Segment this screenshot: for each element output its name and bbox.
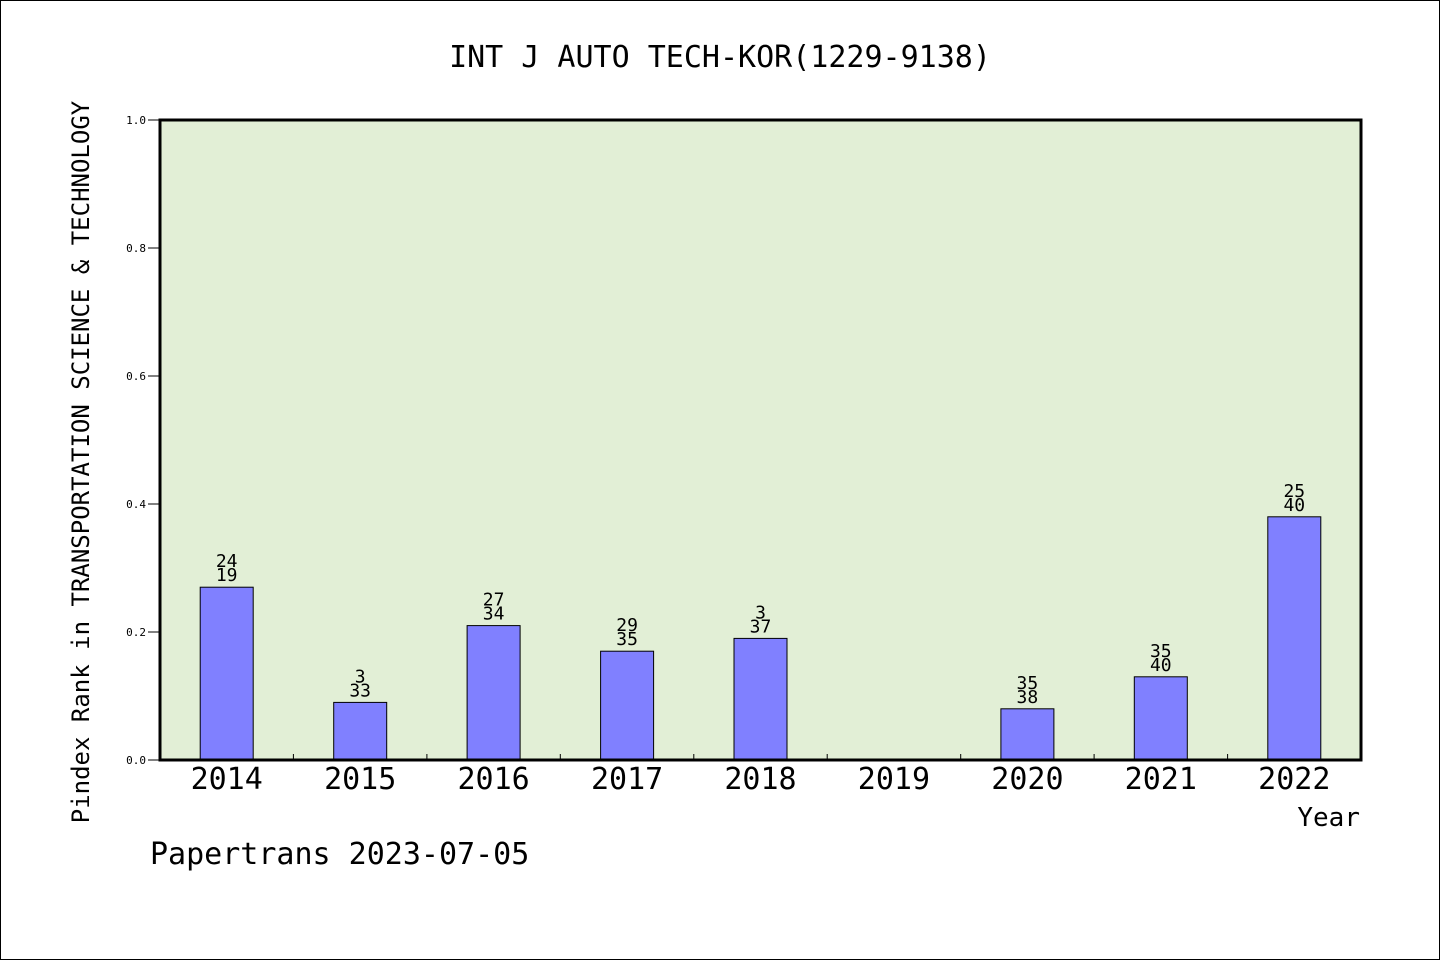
data-label-bottom-2020: 38 (1017, 687, 1039, 708)
y-tick-label-0.8: 0.8 (126, 242, 146, 255)
y-tick-label-0.6: 0.6 (126, 370, 146, 383)
y-tick-label-0.0: 0.0 (126, 754, 146, 767)
data-label-top-2022: 25 (1283, 481, 1305, 502)
x-tick-label-2017: 2017 (591, 762, 663, 797)
y-axis-label: Pindex Rank in TRANSPORTATION SCIENCE & … (67, 100, 95, 823)
y-tick-label-0.2: 0.2 (126, 626, 146, 639)
data-label-bottom-2017: 35 (616, 629, 638, 650)
bar-2022 (1267, 516, 1322, 761)
data-label-top-2015: 3 (355, 666, 366, 687)
data-label-top-2018: 3 (755, 602, 766, 623)
x-axis-label: Year (1297, 803, 1360, 833)
chart-title: INT J AUTO TECH-KOR(1229-9138) (449, 40, 991, 75)
y-tick-label-0.4: 0.4 (126, 498, 146, 511)
x-tick-label-2015: 2015 (324, 762, 396, 797)
bar-2017 (600, 650, 655, 761)
data-label-bottom-2022: 40 (1283, 495, 1305, 516)
x-tick-label-2021: 2021 (1125, 762, 1197, 797)
data-label-top-2017: 29 (616, 615, 638, 636)
bar-2018 (733, 637, 788, 761)
x-tick-label-2014: 2014 (191, 762, 263, 797)
data-label-top-2021: 35 (1150, 641, 1172, 662)
data-label-top-2016: 27 (483, 590, 505, 611)
data-label-bottom-2016: 34 (483, 604, 505, 625)
footer-text: Papertrans 2023-07-05 (150, 837, 529, 872)
x-tick-label-2016: 2016 (457, 762, 529, 797)
data-label-top-2014: 24 (216, 551, 238, 572)
data-label-bottom-2014: 19 (216, 565, 238, 586)
x-tick-label-2019: 2019 (858, 762, 930, 797)
data-label-bottom-2018: 37 (750, 616, 772, 637)
bar-2014 (199, 586, 254, 761)
x-tick-label-2022: 2022 (1258, 762, 1330, 797)
data-label-bottom-2015: 33 (349, 680, 371, 701)
plot-border (158, 118, 1363, 762)
data-label-top-2020: 35 (1017, 673, 1039, 694)
x-tick-label-2020: 2020 (991, 762, 1063, 797)
data-label-bottom-2021: 40 (1150, 655, 1172, 676)
bar-2020 (1000, 708, 1055, 761)
x-tick-label-2018: 2018 (724, 762, 796, 797)
bar-2021 (1133, 676, 1188, 761)
y-tick-label-1.0: 1.0 (126, 114, 146, 127)
bar-2015 (333, 701, 388, 761)
bar-2016 (466, 625, 521, 761)
